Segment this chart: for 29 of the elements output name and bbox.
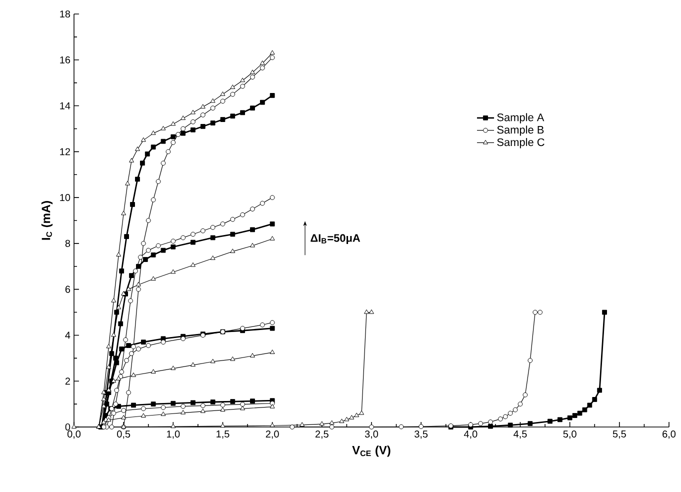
x-tick-label: 0,0: [67, 430, 81, 439]
y-tick-label: 8: [65, 240, 70, 247]
legend-label: Sample C: [497, 138, 544, 148]
y-tick-label: 0: [65, 423, 70, 431]
x-tick-label: 4,5: [514, 430, 527, 439]
y-tick-label: 18: [60, 10, 70, 18]
y-tick-label: 10: [60, 194, 70, 202]
x-tick-label: 5,0: [563, 430, 576, 439]
x-tick-label: 2,5: [315, 430, 328, 439]
x-tick-label: 1,5: [216, 430, 230, 439]
x-tick-label: 3,5: [414, 430, 428, 439]
legend-label: Sample B: [497, 126, 544, 136]
legend-label: Sample A: [497, 113, 544, 124]
x-tick-label: 4,0: [464, 430, 478, 439]
y-axis-title: I$_{C}$ (mA): [41, 201, 53, 240]
x-tick-label: 2,0: [266, 430, 279, 439]
x-axis-title: V$_{CE}$ (V): [352, 446, 390, 457]
x-tick-label: 3,0: [364, 430, 378, 439]
x-tick-label: 0,5: [117, 430, 130, 439]
y-tick-label: 6: [65, 286, 70, 293]
x-tick-label: 5,5: [612, 430, 626, 439]
y-tick-label: 2: [65, 378, 70, 385]
y-tick-label: 12: [60, 148, 70, 156]
y-tick-label: 14: [60, 102, 70, 110]
annotation: ΔI$_{B}$=50μA: [310, 234, 360, 244]
x-tick-label: 6,0: [662, 430, 676, 439]
y-tick-label: 16: [60, 56, 70, 64]
y-tick-label: 4: [65, 332, 70, 339]
x-tick-label: 1,0: [167, 430, 180, 439]
